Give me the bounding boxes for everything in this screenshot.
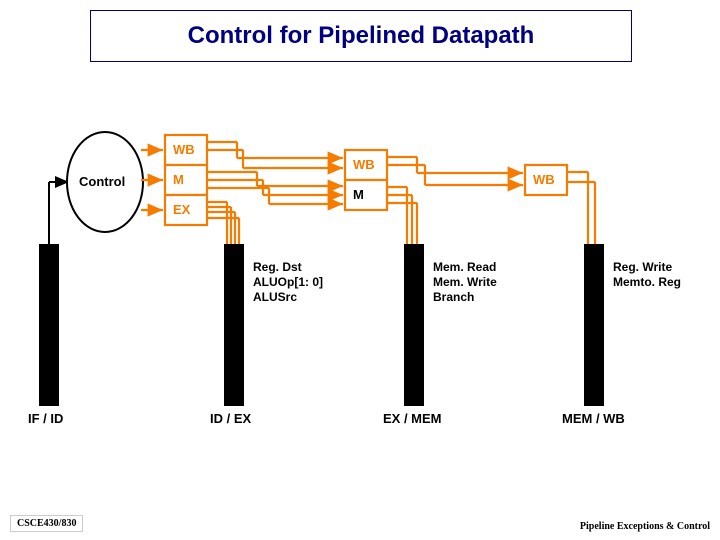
diagram-svg — [0, 0, 720, 540]
stage2-box-wb: WB — [353, 157, 375, 172]
stage2-box-m: M — [353, 187, 364, 202]
pipe-reg-ifid: IF / ID — [28, 411, 63, 426]
signal-group-1: Mem. ReadMem. WriteBranch — [433, 260, 497, 305]
stage1-box-ex: EX — [173, 202, 190, 217]
stage1-box-m: M — [173, 172, 184, 187]
pipe-reg-exmem: EX / MEM — [383, 411, 442, 426]
footer-right: Pipeline Exceptions & Control — [580, 521, 710, 532]
stage1-box-wb: WB — [173, 142, 195, 157]
pipe-reg-idex: ID / EX — [210, 411, 251, 426]
stage3-box-wb: WB — [533, 172, 555, 187]
control-label: Control — [79, 174, 125, 189]
pipe-reg-memwb: MEM / WB — [562, 411, 625, 426]
signal-group-2: Reg. WriteMemto. Reg — [613, 260, 681, 290]
signal-group-0: Reg. DstALUOp[1: 0]ALUSrc — [253, 260, 323, 305]
footer-left: CSCE430/830 — [10, 515, 83, 532]
